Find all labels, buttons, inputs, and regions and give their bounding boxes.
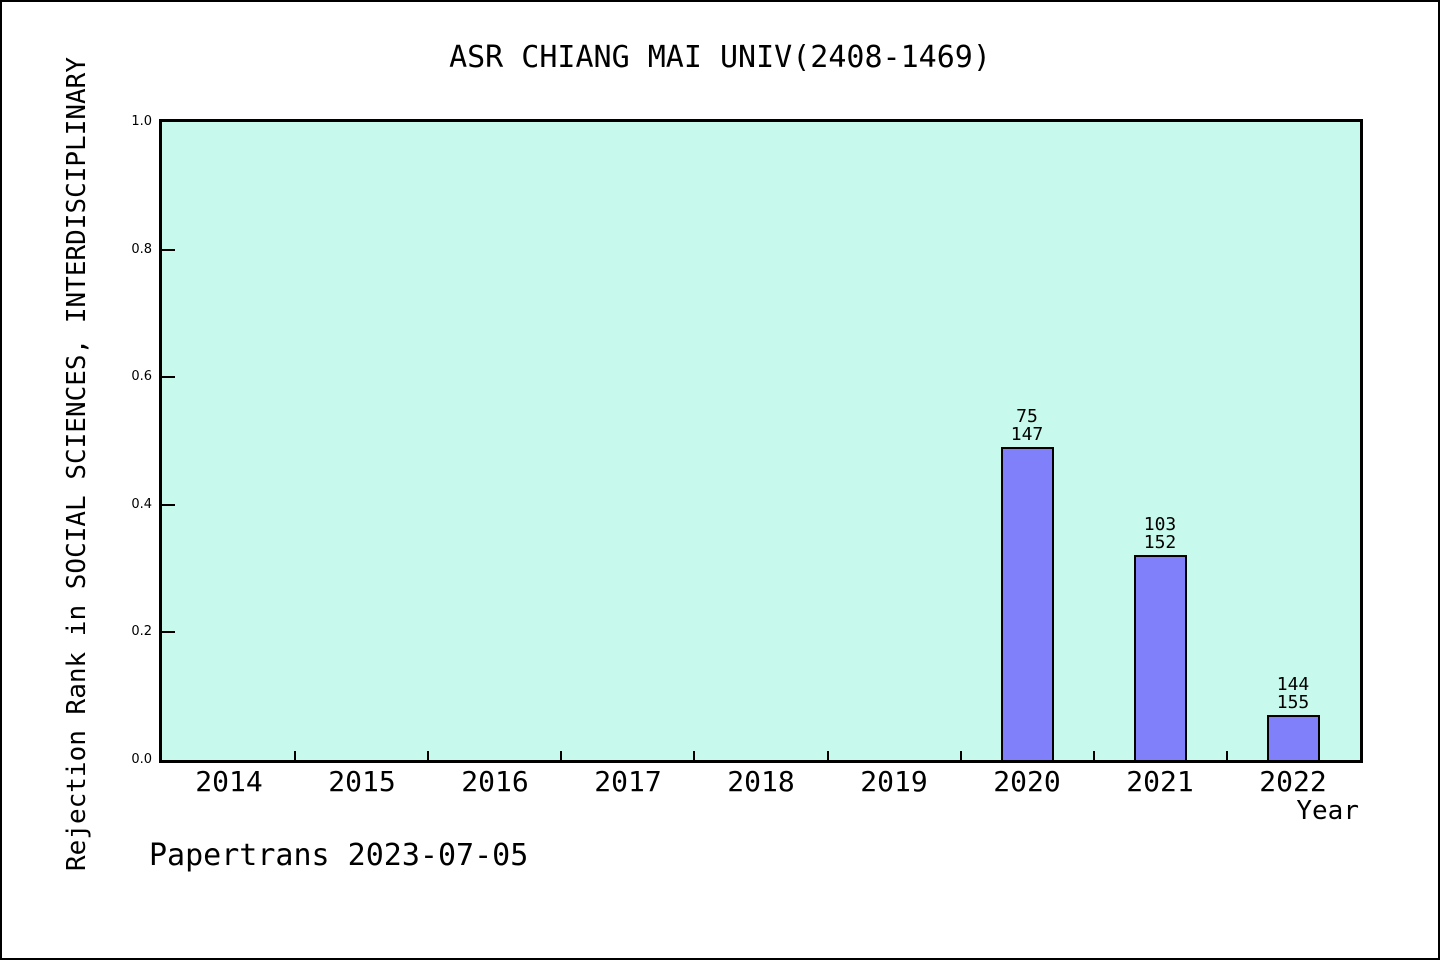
bar-label-2022: 144 155 [1276,674,1310,713]
y-tick-label: 1.0 [131,114,152,129]
bar-2020 [1001,447,1054,760]
bar-label-2020: 75 147 [1010,406,1044,445]
y-tick-label: 0.0 [131,752,152,767]
x-tick-label: 2016 [461,765,529,798]
y-axis-tick [162,248,175,251]
x-tick-label: 2015 [328,765,396,798]
x-tick-label: 2021 [1126,765,1194,798]
x-axis-tick [693,751,696,760]
x-axis-tick [1225,751,1228,760]
x-tick-label: 2018 [727,765,795,798]
x-tick-label: 2014 [195,765,263,798]
x-tick-label: 2022 [1259,765,1327,798]
x-axis-tick [294,751,297,760]
x-axis-tick [1092,751,1095,760]
y-axis-tick [162,631,175,634]
x-axis-label: Year [1296,796,1359,826]
y-axis-label: Rejection Rank in SOCIAL SCIENCES, INTER… [62,57,92,871]
x-tick-label: 2019 [860,765,928,798]
y-axis-tick [162,376,175,379]
x-axis-tick [560,751,563,760]
y-tick-label: 0.8 [131,241,152,257]
y-tick-label: 0.2 [131,624,152,640]
x-tick-label: 2017 [594,765,662,798]
y-axis-tick [162,503,175,506]
bar-2022 [1267,715,1320,760]
x-tick-label: 2020 [993,765,1061,798]
bar-label-2021: 103 152 [1143,514,1177,553]
chart-title: ASR CHIANG MAI UNIV(2408-1469) [449,40,991,75]
x-axis-tick [427,751,430,760]
x-axis-tick [826,751,829,760]
bar-2021 [1134,555,1187,760]
y-tick-label: 0.4 [131,496,152,512]
x-axis-tick [959,751,962,760]
watermark-text: Papertrans 2023-07-05 [149,838,529,873]
y-tick-label: 0.6 [131,369,152,385]
plot-area: 75 147 103 152 144 155 [159,119,1363,763]
